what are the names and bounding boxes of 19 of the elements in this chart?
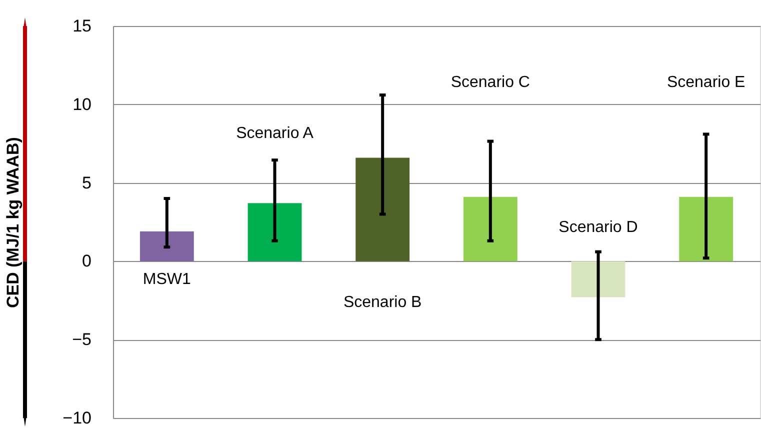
bar — [248, 203, 302, 262]
bar — [679, 196, 734, 262]
x-tick-label: Scenario E — [666, 74, 746, 91]
x-tick-label: Scenario D — [558, 219, 638, 236]
y-tick-label: −5 — [72, 330, 92, 350]
bar — [571, 261, 626, 298]
x-tick-label: Scenario A — [236, 125, 314, 142]
x-tick-label: Scenario B — [343, 294, 422, 311]
y-tick-label: 5 — [82, 173, 92, 192]
y-tick-label: 10 — [72, 94, 92, 114]
y-tick-label: 15 — [72, 16, 92, 36]
y-tick-label: 0 — [82, 252, 92, 271]
bar — [463, 196, 518, 262]
y-axis-title: CED (MJ/1 kg WAAB) — [4, 137, 23, 308]
x-tick-label: MSW1 — [142, 271, 192, 288]
y-tick-label: −10 — [62, 408, 92, 428]
bar — [356, 158, 410, 262]
x-tick-label: Scenario C — [450, 74, 530, 91]
bar — [140, 231, 194, 262]
